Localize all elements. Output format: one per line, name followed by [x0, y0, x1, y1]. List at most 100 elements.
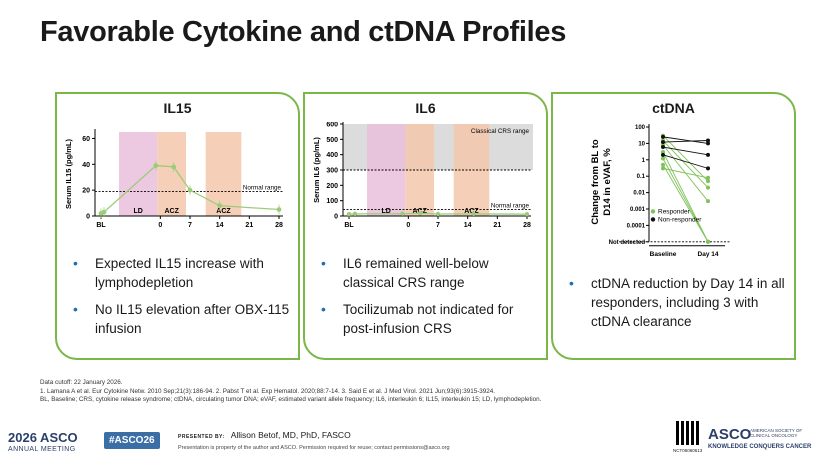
- x-tick-label: 28: [275, 222, 283, 229]
- x-tick-label: 7: [436, 222, 440, 229]
- il6-chart: LDACZACZ0100200300400500600BL07142128Ser…: [312, 122, 533, 229]
- ctdna-day14-point: [706, 166, 710, 171]
- y-tick-label: 60: [82, 136, 90, 143]
- panel-il15: IL15 LD ACZ ACZ 0 20 40 60 BL 0 7 14 21 28 Serum IL15…: [55, 92, 300, 360]
- ctdna-day14-point: [706, 199, 710, 204]
- x-tick-label: 0: [406, 222, 410, 229]
- x-tick-label: BL: [344, 222, 354, 229]
- panel-ctdna: ctDNA Change from BL to D14 in eVAF, % 100…: [551, 92, 796, 360]
- panel-il15-title: IL15: [163, 100, 192, 116]
- ctdna-baseline-point: [661, 149, 665, 154]
- x-tick-label: BL: [96, 222, 106, 229]
- x-tick-label: 21: [245, 222, 253, 229]
- il15-data-point: [171, 164, 177, 170]
- region-label: ACZ: [464, 208, 479, 215]
- ctdna-series-line: [662, 140, 709, 143]
- x-tick-label: 0: [158, 222, 162, 229]
- acz-region: [205, 132, 242, 216]
- normal-range-label: Normal range: [491, 202, 530, 209]
- qr-code-icon: [676, 421, 700, 445]
- il6-data-point: [352, 211, 358, 217]
- y-axis-label: Serum IL15 (pg/mL): [64, 138, 73, 209]
- ctdna-series-line: [662, 136, 709, 144]
- x-tick-label: Baseline: [650, 251, 677, 258]
- ctdna-day14-point: [706, 152, 710, 157]
- y-tick-label: 0.1: [637, 174, 646, 180]
- ctdna-baseline-point: [661, 162, 665, 167]
- il15-bullet-1: • Expected IL15 increase with lymphodeple…: [73, 255, 264, 290]
- ld-region: [119, 132, 158, 216]
- legend-label: Responder: [658, 209, 691, 216]
- y-tick-label: 0.01: [633, 191, 645, 197]
- hashtag-badge: #ASCO26: [104, 432, 160, 449]
- y-tick-label: 0.001: [630, 207, 646, 213]
- normal-range-label: Normal range: [243, 184, 282, 191]
- il15-bullets: • Expected IL15 increase with lymphodeple…: [73, 254, 290, 346]
- slide-title: Favorable Cytokine and ctDNA Profiles: [40, 16, 567, 48]
- ctdna-day14-point: [706, 239, 710, 244]
- region-label: LD: [133, 208, 142, 215]
- ctdna-series-line: [662, 140, 709, 188]
- y-tick-label: 0.0001: [627, 223, 646, 229]
- y-axis-label: Change from BL to: [590, 139, 601, 225]
- asco-logo: ASCO: [708, 426, 752, 443]
- x-tick-label: 7: [188, 222, 192, 229]
- ctdna-bullets: • ctDNA reduction by Day 14 in all respon…: [569, 274, 786, 339]
- y-tick-label: 0: [86, 214, 90, 221]
- ctdna-baseline-point: [661, 145, 665, 150]
- ctdna-baseline-point: [661, 140, 665, 145]
- asco-tagline: KNOWLEDGE CONQUERS CANCER: [708, 444, 812, 450]
- y-tick-label: Not detected: [609, 240, 646, 246]
- ctdna-series-line: [662, 164, 709, 243]
- il6-data-point: [435, 211, 441, 217]
- ctdna-series-line: [662, 146, 709, 156]
- ctdna-day14-point: [706, 185, 710, 190]
- footnote-refs: 1. Lamana A et al. Eur Cytokine Netw. 20…: [40, 387, 496, 395]
- y-axis-label: Serum IL6 (pg/mL): [312, 137, 321, 203]
- x-tick-label: 14: [464, 222, 472, 229]
- ctdna-day14-point: [706, 141, 710, 146]
- il6-data-point: [471, 211, 476, 217]
- x-tick-label: Day 14: [698, 251, 719, 258]
- ctdna-day14-point: [706, 175, 710, 180]
- y-tick-label: 500: [326, 137, 338, 144]
- ctdna-baseline-point: [661, 156, 665, 161]
- il15-data-point: [101, 209, 107, 215]
- il6-data-point: [418, 211, 423, 216]
- il15-data-point: [153, 163, 159, 168]
- il6-data-point: [346, 211, 352, 217]
- y-tick-label: 600: [326, 122, 338, 129]
- ctdna-day14-point: [706, 179, 710, 184]
- legend-label: Non-responder: [658, 217, 702, 224]
- y-tick-label: 200: [326, 183, 338, 190]
- ctdna-bullet-1: • ctDNA reduction by Day 14 in all respon…: [569, 275, 785, 329]
- footnote: Data cutoff: 22 January 2026. 1. Lamana …: [40, 379, 800, 405]
- acz-region: [157, 132, 186, 216]
- il6-data-point: [524, 211, 530, 217]
- asco-meeting-logo: 2026 ASCO ANNUAL MEETING: [8, 430, 78, 453]
- il6-bullets: • IL6 remained well-below classical CRS r…: [321, 254, 538, 346]
- y-tick-label: 400: [326, 152, 338, 159]
- nct-number: NCT06060613: [673, 448, 703, 453]
- il6-data-point: [400, 211, 405, 216]
- region-label: LD: [381, 208, 390, 215]
- il6-bullet-2: • Tocilizumab not indicated for post-infu…: [321, 301, 514, 336]
- crs-range-label: Classical CRS range: [471, 128, 530, 135]
- legend-marker: [650, 217, 656, 222]
- ctdna-baseline-point: [661, 166, 665, 171]
- presenter-line: PRESENTED BY: Allison Betof, MD, PhD, FAS…: [178, 430, 351, 440]
- y-tick-label: 40: [82, 162, 90, 169]
- il15-bullet-2: • No IL15 elevation after OBX-115 infusio…: [73, 301, 290, 336]
- footnote-abbrev: BL, Baseline; CRS, cytokine release synd…: [40, 396, 542, 403]
- y-tick-label: 10: [638, 141, 645, 147]
- panel-ctdna-title: ctDNA: [652, 100, 695, 116]
- ctdna-chart: Change from BL to D14 in eVAF, % 100 10 1 0.1…: [590, 124, 731, 258]
- x-tick-label: 14: [216, 222, 224, 229]
- ctdna-baseline-point: [661, 134, 665, 139]
- ctdna-baseline-point: [661, 152, 665, 157]
- il15-data-point: [217, 203, 223, 209]
- ctdna-day14-point: [706, 138, 710, 143]
- asco-subtitle: AMERICAN SOCIETY OF CLINICAL ONCOLOGY: [750, 428, 803, 438]
- y-tick-label: 100: [326, 198, 338, 205]
